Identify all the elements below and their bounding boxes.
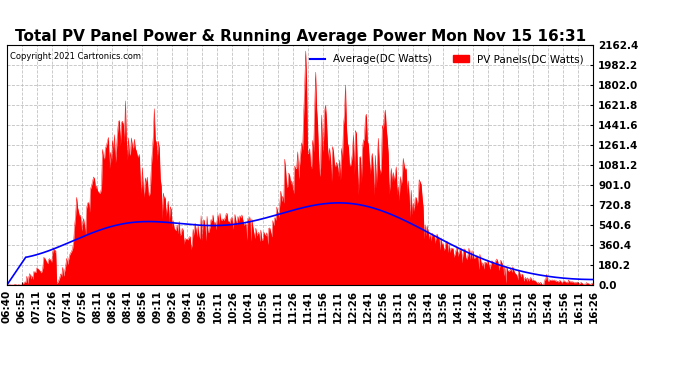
Title: Total PV Panel Power & Running Average Power Mon Nov 15 16:31: Total PV Panel Power & Running Average P… [14, 29, 586, 44]
Legend: Average(DC Watts), PV Panels(DC Watts): Average(DC Watts), PV Panels(DC Watts) [306, 50, 588, 69]
Text: Copyright 2021 Cartronics.com: Copyright 2021 Cartronics.com [10, 52, 141, 61]
